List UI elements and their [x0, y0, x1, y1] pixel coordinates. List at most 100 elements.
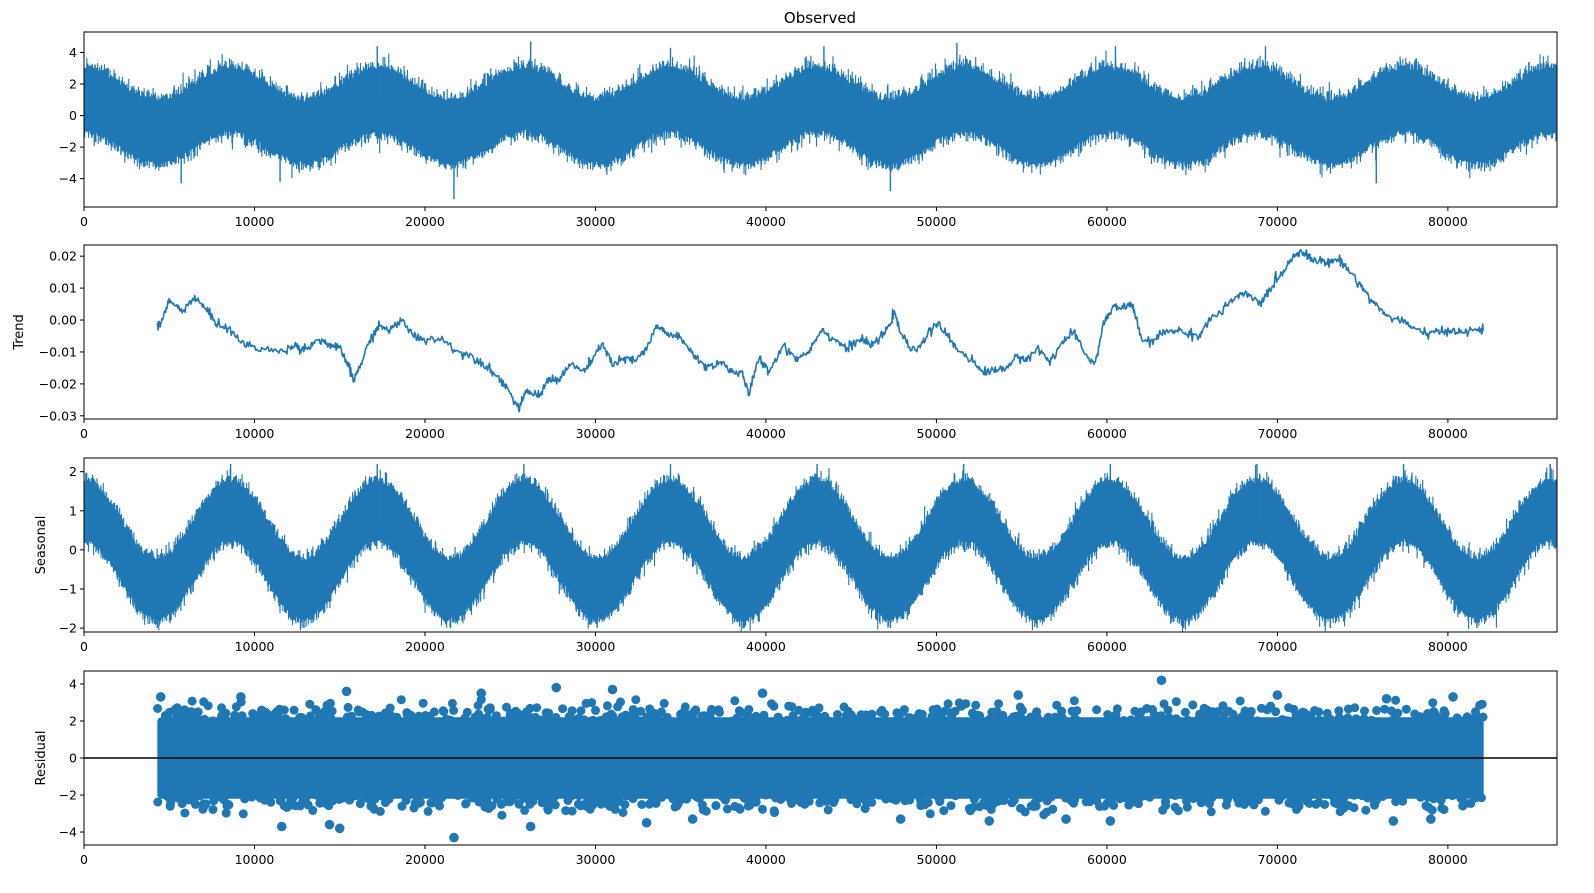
residual-point [334, 794, 344, 804]
residual-point [1085, 790, 1095, 800]
residual-point [606, 709, 616, 719]
trend-xtick-label-4: 40000 [746, 426, 786, 441]
trend-xtick-label-1: 10000 [235, 426, 275, 441]
observed-ytick-label-1: −2 [59, 140, 77, 155]
residual-point [260, 795, 270, 805]
trend-xtick-label-7: 70000 [1258, 426, 1298, 441]
residual-point [1119, 716, 1129, 725]
seasonal-ytick-label-4: 2 [69, 464, 77, 479]
residual-point [182, 793, 192, 803]
trend-ylabel: Trend [12, 314, 27, 351]
seasonal-ytick-label-1: −1 [59, 581, 77, 596]
residual-point [190, 715, 199, 725]
residual-point [880, 709, 890, 719]
residual-point [794, 705, 804, 715]
residual-point [311, 705, 321, 715]
residual-point [662, 712, 672, 722]
residual-outlier-22 [687, 814, 698, 824]
observed-ytick-label-0: −4 [59, 171, 77, 186]
residual-point [222, 801, 232, 811]
residual-point [841, 711, 851, 720]
residual-point [1457, 791, 1467, 801]
residual-point [892, 708, 902, 718]
residual-point [1171, 697, 1181, 707]
residual-point [636, 706, 646, 716]
residual-point [1183, 715, 1193, 725]
residual-point [195, 791, 205, 801]
residual-point [429, 707, 439, 717]
seasonal-xtick-label-2: 20000 [405, 639, 445, 654]
residual-point [1260, 806, 1270, 816]
residual-point [173, 793, 183, 803]
residual-xtick-label-7: 70000 [1258, 852, 1298, 867]
residual-point [327, 706, 337, 716]
residual-point [927, 712, 937, 721]
residual-point [994, 699, 1004, 709]
residual-point [736, 707, 746, 717]
residual-point [1380, 704, 1390, 714]
residual-point [598, 715, 608, 725]
residual-point [1136, 707, 1146, 717]
residual-point [770, 808, 779, 818]
residual-point [418, 698, 428, 708]
residual-point [1115, 794, 1125, 804]
residual-point [602, 795, 612, 805]
residual-point [1266, 701, 1276, 711]
residual-point [650, 709, 660, 719]
residual-outlier-0 [1156, 675, 1167, 686]
residual-point [291, 801, 300, 811]
residual-point [1292, 804, 1301, 814]
residual-point [558, 704, 568, 714]
residual-point [905, 713, 915, 723]
residual-point [549, 793, 559, 803]
residual-point [482, 712, 492, 722]
residual-outlier-20 [1061, 814, 1071, 824]
residual-point [631, 695, 641, 705]
residual-point [971, 700, 981, 710]
residual-point [767, 699, 776, 709]
residual-xtick-label-6: 60000 [1087, 852, 1127, 867]
residual-point [1344, 801, 1354, 811]
residual-point [502, 797, 511, 806]
residual-ytick-label-2: 0 [69, 751, 77, 766]
residual-point [1180, 707, 1190, 717]
residual-marks [153, 675, 1488, 843]
residual-point [1035, 793, 1045, 803]
residual-point [1317, 716, 1327, 726]
residual-point [1229, 713, 1239, 723]
seasonal-xtick-label-8: 80000 [1428, 639, 1468, 654]
residual-point [651, 796, 660, 806]
residual-point [642, 712, 652, 722]
residual-point [1171, 714, 1181, 724]
residual-point [514, 799, 524, 809]
residual-point [1069, 696, 1079, 706]
trend-ytick-label-2: −0.01 [39, 344, 77, 359]
residual-point [397, 801, 407, 811]
seasonal-series-line [84, 464, 1557, 632]
residual-point [1320, 800, 1330, 809]
residual-point [281, 714, 291, 724]
seasonal-axes-frame [83, 457, 1558, 633]
residual-xtick-label-1: 10000 [235, 852, 275, 867]
residual-point [591, 705, 600, 715]
residual-point [1471, 793, 1480, 803]
residual-point [257, 709, 267, 719]
residual-point [1334, 713, 1344, 722]
residual-point [447, 698, 457, 708]
residual-point [1042, 807, 1052, 817]
residual-point [1208, 707, 1218, 717]
residual-point [971, 715, 981, 725]
residual-point [965, 806, 975, 816]
residual-point [574, 791, 584, 801]
residual-point [722, 804, 732, 814]
residual-point [1170, 791, 1180, 800]
residual-point [773, 712, 783, 722]
residual-point [1057, 706, 1067, 716]
residual-point [1275, 793, 1285, 803]
residual-point [1106, 715, 1116, 725]
residual-point [518, 712, 528, 722]
residual-point [273, 711, 283, 721]
residual-point [484, 804, 494, 813]
residual-point [1206, 807, 1216, 817]
residual-point [247, 792, 257, 802]
